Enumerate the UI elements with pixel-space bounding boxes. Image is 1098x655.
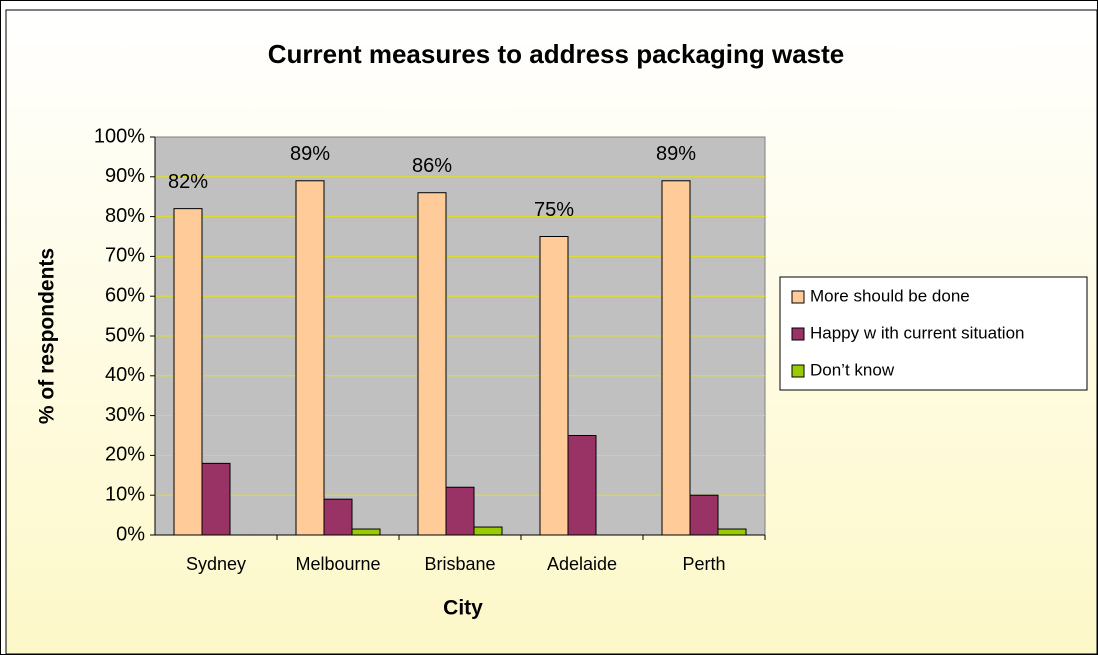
x-tick-label: Brisbane [424, 554, 495, 574]
legend-label: More should be done [810, 286, 970, 305]
bar [351, 528, 381, 536]
legend-label: Happy w ith current situation [810, 323, 1025, 342]
y-axis-title: % of respondents [36, 248, 59, 424]
y-tick-label: 90% [105, 165, 145, 187]
data-label: 89% [656, 143, 696, 165]
y-tick-label: 30% [105, 404, 145, 426]
y-tick-label: 50% [105, 324, 145, 346]
bar [539, 236, 569, 536]
x-tick-label: Adelaide [547, 554, 617, 574]
y-tick-label: 10% [105, 483, 145, 505]
x-axis-title: City [443, 597, 483, 620]
bar [295, 180, 325, 536]
y-tick-label: 60% [105, 284, 145, 306]
x-tick-label: Sydney [186, 554, 246, 574]
bar [417, 192, 447, 536]
data-label: 75% [534, 199, 574, 221]
bar [473, 526, 503, 536]
bar [717, 528, 747, 536]
y-tick-label: 100% [94, 125, 145, 147]
legend [779, 276, 1088, 391]
bar [661, 180, 691, 536]
y-tick-label: 0% [116, 523, 145, 545]
legend-swatch [791, 327, 805, 341]
legend-swatch [791, 290, 805, 304]
data-label: 89% [290, 143, 330, 165]
legend-swatch [791, 364, 805, 378]
legend-label: Don’t know [810, 360, 895, 379]
bar [323, 498, 353, 536]
bar [689, 494, 719, 536]
data-label: 82% [168, 171, 208, 193]
bar [173, 208, 203, 536]
chart-title: Current measures to address packaging wa… [268, 39, 845, 69]
bar [201, 462, 231, 536]
y-tick-label: 70% [105, 245, 145, 267]
x-tick-label: Melbourne [295, 554, 380, 574]
data-label: 86% [412, 155, 452, 177]
y-tick-label: 40% [105, 364, 145, 386]
y-tick-label: 80% [105, 205, 145, 227]
x-tick-label: Perth [682, 554, 725, 574]
y-tick-label: 20% [105, 444, 145, 466]
bar [445, 486, 475, 536]
bar [567, 435, 597, 536]
